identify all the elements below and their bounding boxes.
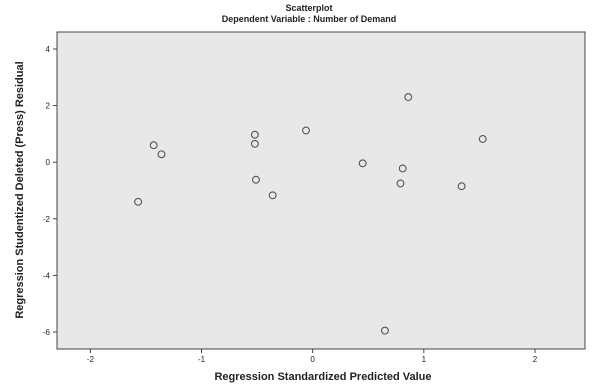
data-point <box>252 175 260 184</box>
data-point <box>134 197 143 206</box>
plot-area <box>56 31 586 350</box>
y-tick-label: -6 <box>43 328 51 337</box>
data-points <box>134 93 487 335</box>
x-tick-label: 1 <box>422 355 427 364</box>
y-axis-label: Regression Studentized Deleted (Press) R… <box>14 61 26 318</box>
data-point <box>404 93 413 102</box>
y-tick-label: 2 <box>46 102 51 111</box>
data-point <box>250 139 259 148</box>
data-point <box>149 141 158 150</box>
y-tick-label: 4 <box>46 45 51 54</box>
data-point <box>396 179 405 188</box>
data-point <box>268 191 277 200</box>
data-point <box>398 164 407 173</box>
x-tick-label: 2 <box>533 355 538 364</box>
data-point <box>457 182 466 191</box>
y-tick-label: -2 <box>43 215 51 224</box>
y-axis: -6 -4 -2 0 2 4 <box>43 45 57 337</box>
y-tick-label: -4 <box>43 271 51 280</box>
data-point <box>157 150 166 159</box>
data-point <box>302 126 310 135</box>
x-tick-label: -2 <box>87 355 95 364</box>
data-point <box>358 159 367 168</box>
x-tick-label: -1 <box>198 355 206 364</box>
x-axis-label: Regression Standardized Predicted Value <box>214 371 431 383</box>
chart-title: Scatterplot <box>285 3 332 13</box>
x-axis: -2 -1 0 1 2 <box>87 349 538 364</box>
data-point <box>478 135 487 143</box>
data-point <box>250 130 259 139</box>
y-tick-label: 0 <box>46 158 51 167</box>
chart-subtitle: Dependent Variable : Number of Demand <box>222 14 397 24</box>
data-point <box>380 326 389 335</box>
x-tick-label: 0 <box>310 355 315 364</box>
